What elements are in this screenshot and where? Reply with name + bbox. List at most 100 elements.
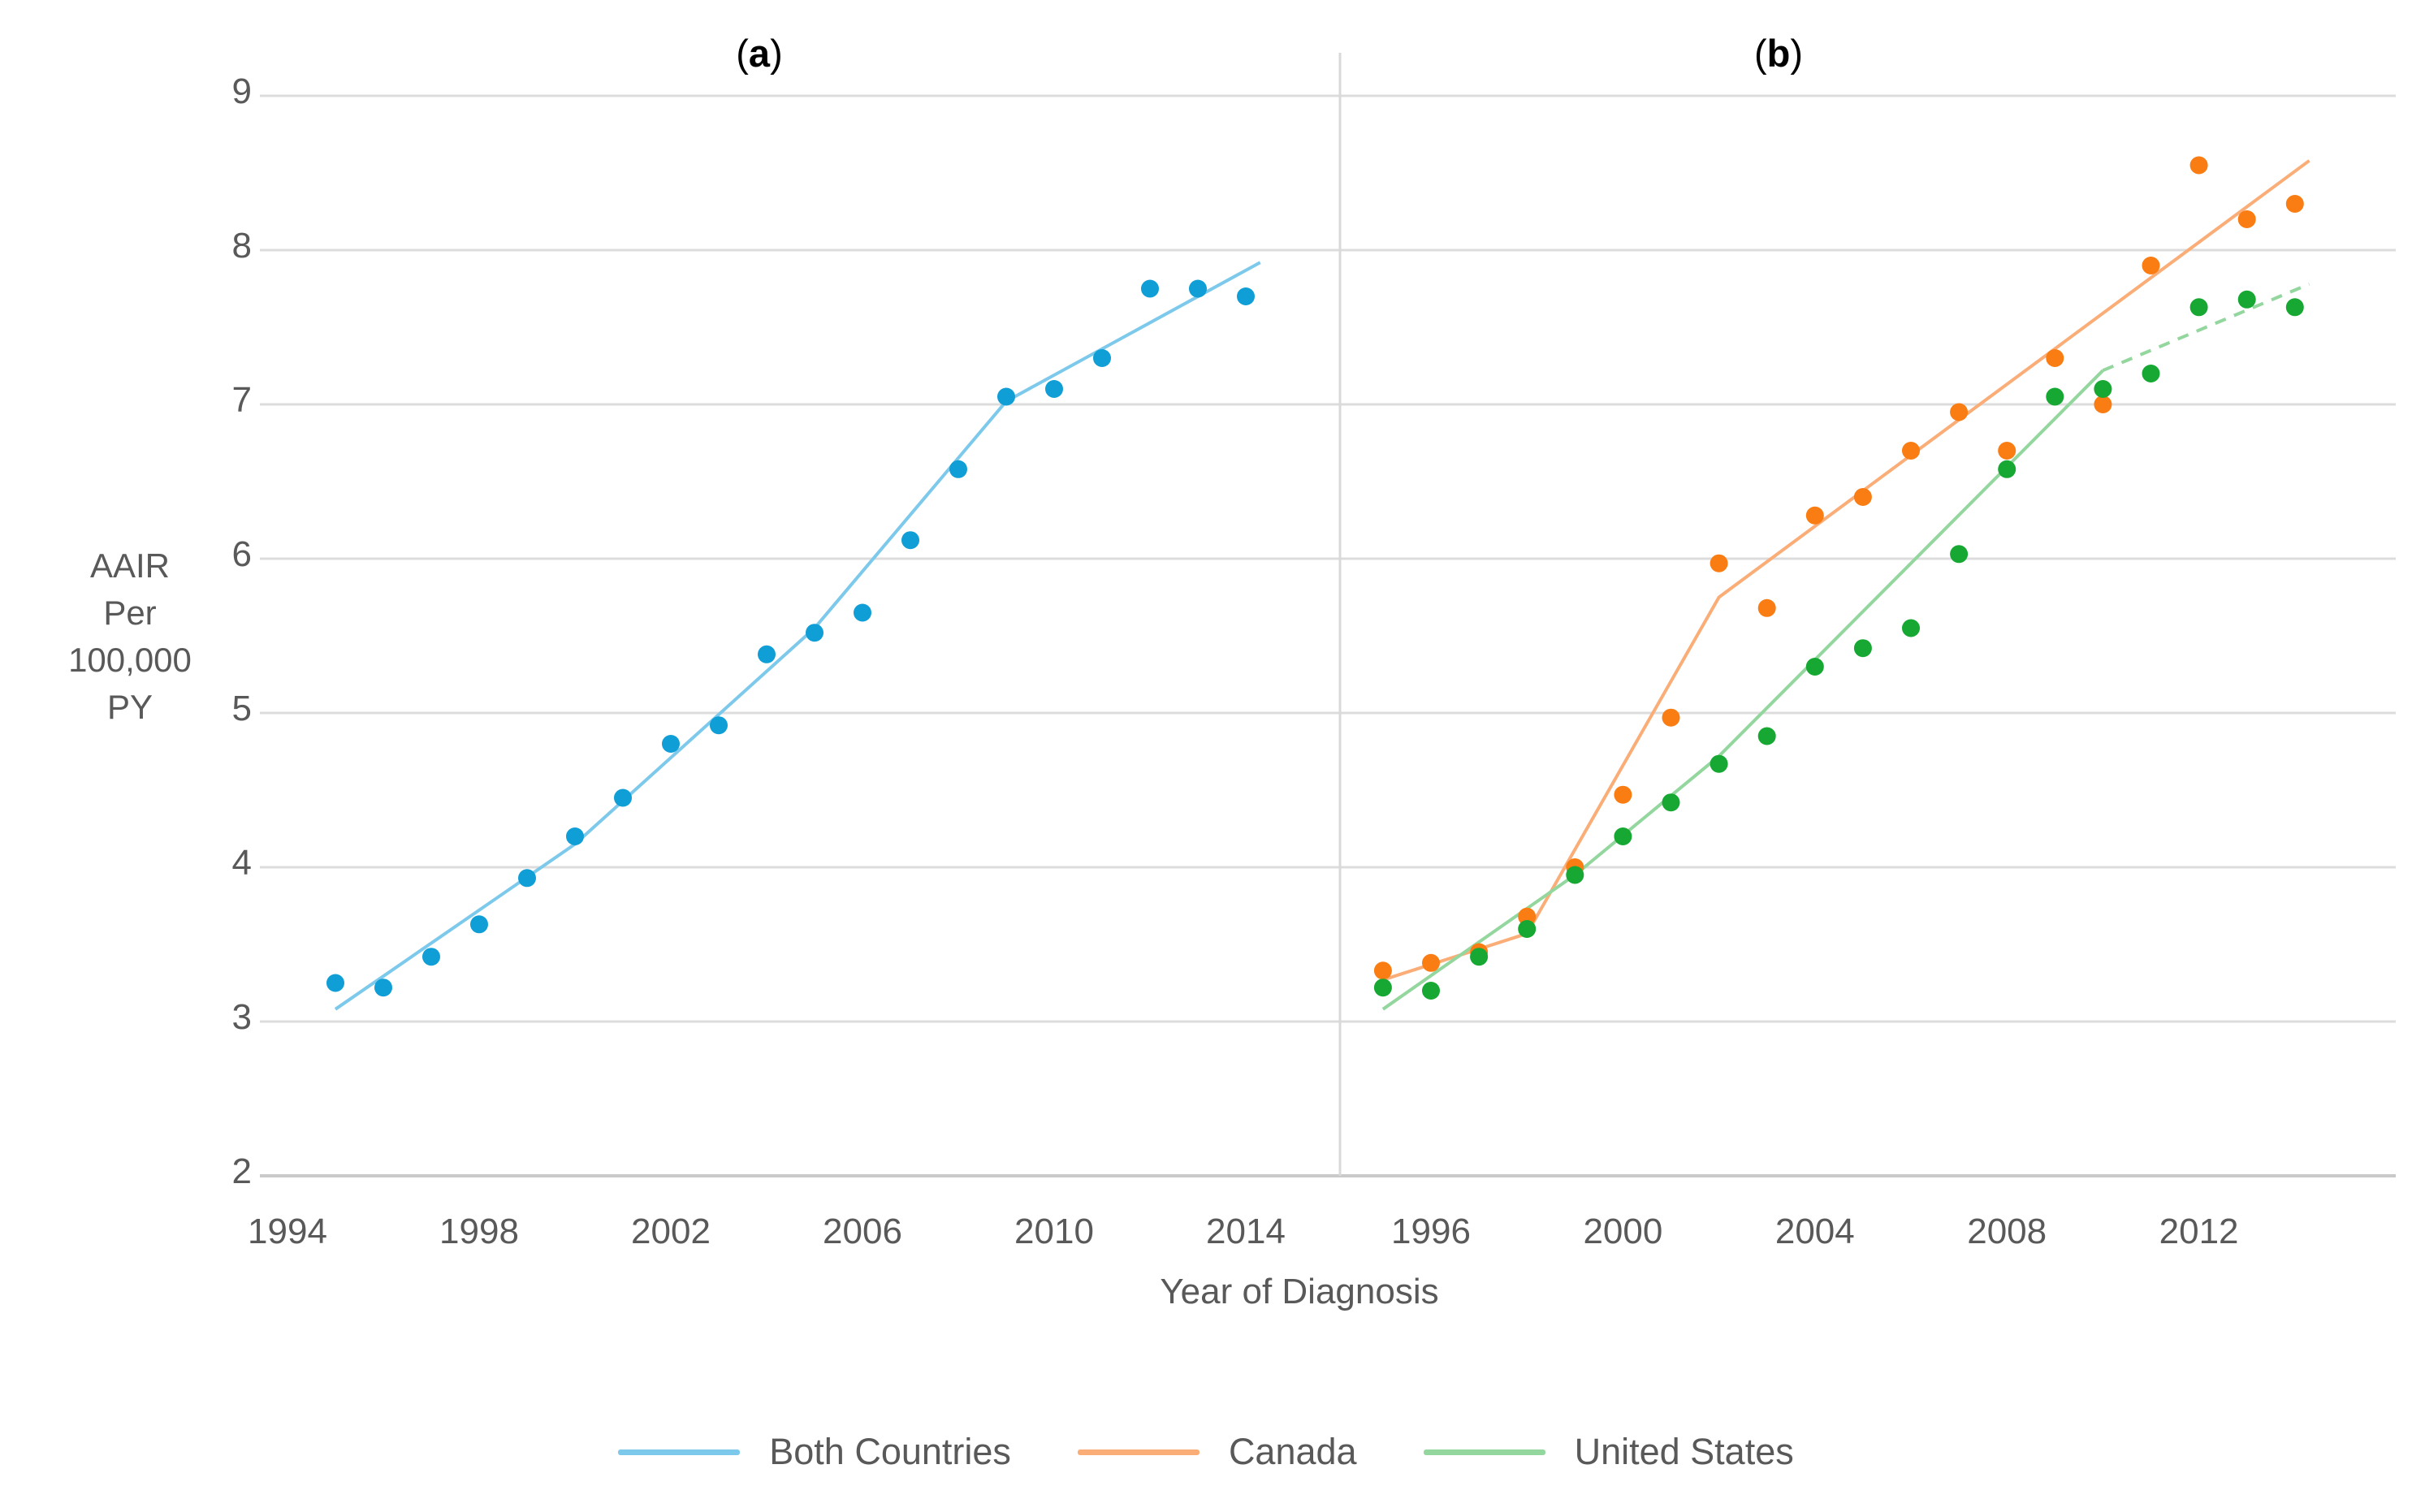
y-tick-label-5: 5	[231, 689, 252, 728]
panel-b-title-open-paren: (	[1753, 32, 1767, 75]
data-point-canada-2002	[1710, 554, 1728, 572]
data-point-canada-2010	[2094, 395, 2112, 413]
legend-swatch-both-countries	[618, 1449, 741, 1455]
data-point-both-countries-2006	[854, 603, 871, 622]
y-axis-unit-label: AAIR Per 100,000 PY	[24, 542, 236, 731]
legend-item-both-countries: Both Countries	[618, 1431, 1011, 1473]
y-tick-label-9: 9	[231, 71, 252, 111]
x-tick-label-a-2014: 2014	[1206, 1212, 1286, 1251]
x-tick-label-a-2010: 2010	[1014, 1212, 1094, 1251]
data-point-canada-2000	[1614, 785, 1632, 804]
trend-line-both-countries-seg0	[334, 261, 1261, 1011]
gridlines	[260, 94, 2396, 1177]
y-tick-label-4: 4	[231, 843, 252, 883]
data-point-both-countries-2007	[901, 531, 919, 550]
x-tick-label-b-2000: 2000	[1583, 1212, 1663, 1251]
panel-a-title-close-paren: )	[770, 32, 783, 75]
data-point-canada-2014	[2285, 195, 2304, 213]
legend-label-united-states: United States	[1574, 1431, 1794, 1472]
data-point-both-countries-2012	[1141, 279, 1159, 298]
data-point-united-states-1999	[1566, 866, 1584, 884]
trend-line-united-states-seg0	[1381, 369, 2104, 1011]
panel-b-title-letter: b	[1766, 32, 1791, 75]
data-point-united-states-2001	[1662, 793, 1680, 812]
data-point-united-states-1998	[1518, 920, 1537, 938]
data-point-united-states-1997	[1470, 948, 1489, 966]
trend-line-canada-seg0	[1382, 159, 2310, 982]
data-point-canada-2013	[2237, 210, 2256, 228]
y-axis-unit-line-2: Per	[103, 594, 157, 632]
data-point-canada-1996	[1422, 953, 1440, 972]
y-axis-unit-line-4: PY	[106, 688, 153, 726]
data-point-both-countries-2014	[1237, 287, 1255, 305]
panel-b-title: (b)	[1697, 31, 1860, 76]
y-tick-label-3: 3	[231, 997, 252, 1037]
x-tick-label-b-2012: 2012	[2159, 1212, 2239, 1251]
data-point-united-states-2010	[2094, 380, 2112, 398]
data-point-canada-2004	[1805, 506, 1824, 525]
data-point-both-countries-2013	[1189, 279, 1207, 298]
data-point-united-states-2002	[1710, 754, 1728, 773]
data-point-both-countries-2000	[566, 827, 584, 845]
data-point-united-states-2014	[2285, 298, 2304, 317]
data-points	[326, 156, 2304, 1000]
data-point-both-countries-1996	[374, 978, 392, 997]
data-point-united-states-2012	[2189, 298, 2208, 317]
panel-a-title-open-paren: (	[736, 32, 749, 75]
data-point-united-states-2009	[2046, 387, 2064, 406]
legend-item-united-states: United States	[1423, 1431, 1794, 1473]
legend-swatch-united-states	[1423, 1449, 1545, 1455]
panel-b-title-close-paren: )	[1790, 32, 1804, 75]
legend-swatch-canada	[1077, 1449, 1200, 1455]
y-axis-unit-line-3: 100,000	[68, 641, 192, 679]
x-tick-label-a-1994: 1994	[248, 1212, 327, 1251]
x-axis-title: Year of Diagnosis	[1160, 1272, 1439, 1311]
data-point-united-states-1995	[1373, 978, 1392, 997]
x-tick-label-b-2004: 2004	[1774, 1212, 1855, 1251]
data-point-united-states-2005	[1853, 639, 1872, 658]
data-point-united-states-2008	[1998, 460, 2016, 478]
data-point-united-states-2006	[1902, 619, 1920, 637]
data-point-both-countries-2002	[662, 735, 680, 753]
data-point-united-states-1996	[1422, 982, 1440, 1000]
data-point-canada-2006	[1902, 442, 1920, 460]
data-point-both-countries-2011	[1093, 349, 1111, 367]
y-tick-label-7: 7	[231, 380, 252, 420]
data-point-united-states-2003	[1757, 727, 1776, 745]
data-point-united-states-2013	[2237, 290, 2256, 309]
y-tick-label-2: 2	[231, 1151, 252, 1191]
panel-a-title: (a)	[678, 31, 841, 76]
x-tick-label-a-1998: 1998	[439, 1212, 519, 1251]
x-tick-label-a-2006: 2006	[823, 1212, 902, 1251]
data-point-both-countries-2003	[710, 716, 728, 735]
legend-label-both-countries: Both Countries	[769, 1431, 1011, 1472]
data-point-both-countries-1999	[518, 869, 536, 888]
data-point-united-states-2011	[2142, 365, 2160, 382]
data-point-canada-2001	[1662, 708, 1680, 727]
legend-item-canada: Canada	[1077, 1431, 1357, 1473]
data-point-canada-2009	[2046, 349, 2064, 367]
data-point-canada-2011	[2142, 257, 2160, 274]
data-point-canada-1995	[1373, 961, 1392, 980]
y-tick-label-6: 6	[231, 534, 252, 574]
chart-legend: Both Countries Canada United States	[0, 1431, 2412, 1473]
x-tick-label-a-2002: 2002	[631, 1212, 711, 1251]
y-axis-unit-line-1: AAIR	[89, 546, 171, 585]
data-point-both-countries-2001	[614, 788, 632, 807]
data-point-canada-1998	[1518, 907, 1537, 926]
data-point-canada-2003	[1757, 598, 1776, 617]
x-tick-label-b-2008: 2008	[1967, 1212, 2047, 1251]
data-point-united-states-2000	[1614, 827, 1632, 845]
trend-lines	[334, 159, 2310, 1011]
data-point-both-countries-1998	[470, 915, 488, 934]
trend-line-united-states-seg1	[2102, 282, 2310, 373]
data-point-canada-2005	[1853, 488, 1872, 506]
data-point-canada-2007	[1950, 403, 1969, 421]
data-point-both-countries-2010	[1045, 380, 1063, 398]
y-tick-label-8: 8	[231, 226, 252, 266]
data-point-both-countries-2008	[949, 460, 967, 478]
legend-label-canada: Canada	[1228, 1431, 1357, 1472]
data-point-canada-2008	[1998, 442, 2016, 460]
